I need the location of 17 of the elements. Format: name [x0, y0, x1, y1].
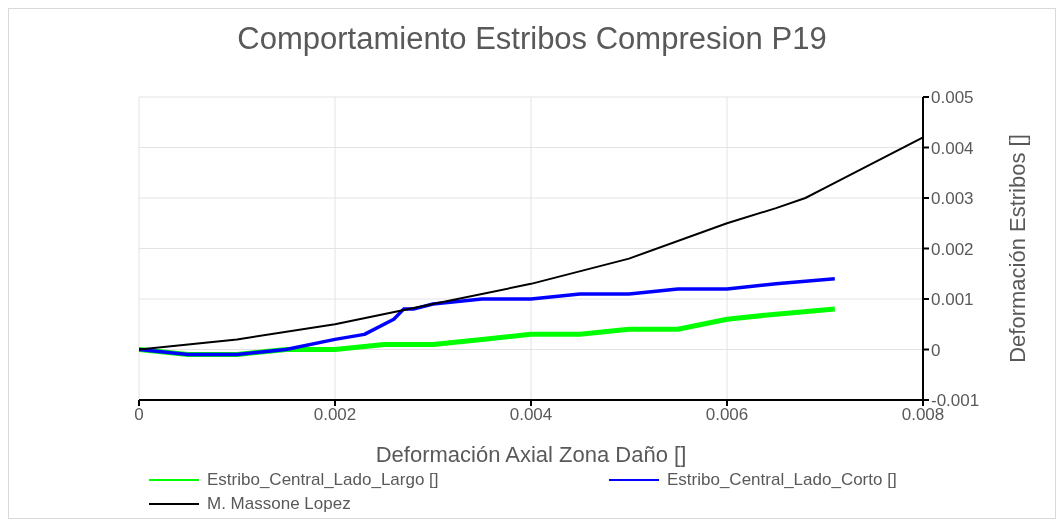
y2-tick-label: 0.001: [931, 290, 974, 310]
y2-tick-label: 0.005: [931, 88, 974, 108]
legend-label: Estribo_Central_Lado_Corto []: [667, 470, 897, 490]
legend-label: M. Massone Lopez: [207, 494, 351, 514]
legend-label: Estribo_Central_Lado_Largo []: [207, 470, 439, 490]
x-tick-label: 0.002: [313, 405, 357, 425]
y2-tick-label: 0.002: [931, 239, 974, 259]
y2-tick-label: 0.003: [931, 189, 974, 209]
line-series: [139, 277, 837, 357]
y2-axis-title: Deformación Estribos []: [1004, 134, 1030, 363]
x-tick-label: 0: [134, 405, 144, 425]
y2-tick-label: 0: [931, 340, 941, 360]
chart-title: Comportamiento Estribos Compresion P19: [236, 21, 828, 57]
x-axis-title: Deformación Axial Zona Daño []: [375, 442, 687, 467]
x-tick-label: 0.004: [509, 405, 553, 425]
x-tick-label: 0.006: [705, 405, 749, 425]
y2-tick-label: 0.004: [931, 138, 974, 158]
